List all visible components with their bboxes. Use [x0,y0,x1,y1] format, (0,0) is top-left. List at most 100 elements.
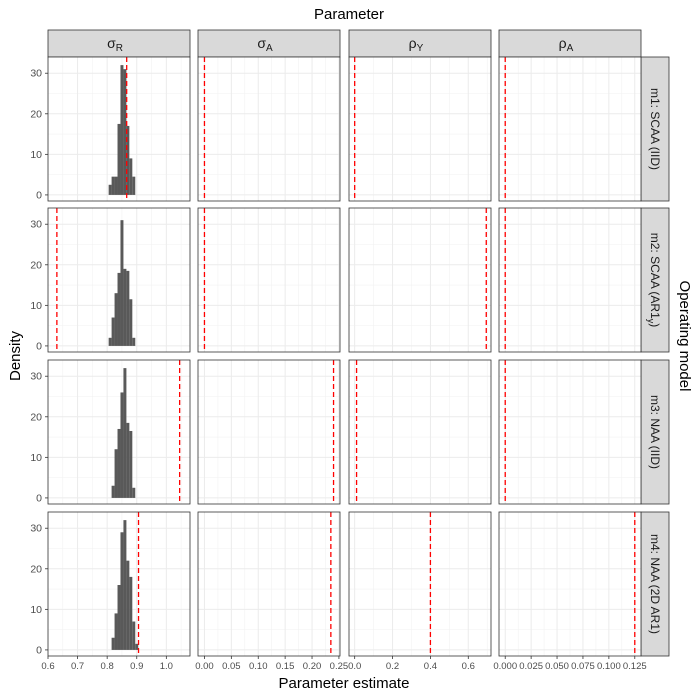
x-tick-label: 0.000 [493,661,517,672]
histogram [111,520,139,650]
x-axis-title: Parameter estimate [279,675,410,692]
histogram-bar [117,585,121,650]
x-tick-label: 0.6 [41,661,54,672]
y-tick-label: 0 [36,189,42,201]
histogram-bar [126,560,130,650]
column-strip-bg [197,29,341,58]
panel-grid-lines [48,57,190,201]
histogram-bar [120,65,124,195]
x-tick-label: 0.075 [571,661,595,672]
y-tick-label: 0 [36,644,42,656]
histogram-bar [111,317,115,346]
row-strip-bg [640,207,670,353]
row-label-end: ) [648,323,662,327]
panel-r3-c4 [498,359,642,505]
panel-border [498,359,642,505]
panel-grid-lines [349,512,491,656]
histogram-bar [129,158,133,195]
panel-border [47,511,191,657]
column-strip-rhoY: ρY [348,29,492,58]
panel-background [349,360,491,504]
column-symbol: ρ [409,35,417,51]
row-label-text: m4: NAA (2D AR1) [648,534,662,634]
x-tick-label: 0.0 [348,661,361,672]
histogram [108,220,136,346]
histogram-bar [132,337,136,346]
x-tick-label: 0.00 [195,661,214,672]
panel-border [498,207,642,353]
x-tick-label: 0.100 [597,661,621,672]
panel-r2-c3 [348,207,492,353]
y-axis-title: Density [7,330,24,381]
histogram-bar [111,176,115,195]
x-tick-label: 0.9 [130,661,143,672]
column-strip-bg [348,29,492,58]
panel-border [348,56,492,202]
row-label-text: m2: SCAA (AR1 [648,233,662,319]
histogram-bar [132,487,136,498]
row-strip-2: m2: SCAA (AR1y) [640,207,670,353]
x-tick-label: 0.2 [386,661,399,672]
histogram-bar [132,621,136,650]
x-tick-label: 0.8 [101,661,114,672]
x-tick-label: 0.05 [222,661,241,672]
x-tick-label: 0.4 [424,661,437,672]
panel-border [348,207,492,353]
panel-r1-c2 [197,56,341,202]
panel-background [198,360,340,504]
histogram-bar [126,125,130,195]
histogram-bar [129,299,133,346]
row-strip-3: m3: NAA (IID) [640,359,670,505]
y-tick-label: 10 [30,604,42,616]
panel-border [197,56,341,202]
histogram-bar [114,613,118,650]
histogram-bar [120,220,124,346]
column-strip-label: ρA [559,35,574,54]
panel-border [348,511,492,657]
panel-r4-c1: 0 10 20 30 0.6 0.7 0.8 0.9 1.0 [30,511,191,672]
panel-r3-c3 [348,359,492,505]
panel-background [198,512,340,656]
y-tick-label: 10 [30,149,42,161]
y-tick-label: 20 [30,108,42,120]
row-strip-label: m3: NAA (IID) [648,395,662,469]
chart-title: Parameter [314,6,384,23]
panel-grid: σR σA ρY ρA m1: SCAA (IID) m2: SCAA (AR1y) m3:… [30,29,670,672]
column-strip-bg [498,29,642,58]
row-strip-label: m1: SCAA (IID) [648,88,662,170]
y-tick-label: 30 [30,523,42,535]
panel-background [198,57,340,201]
panel-background [349,512,491,656]
histogram [108,65,136,195]
x-tick-label: 0.125 [623,661,647,672]
panel-r2-c2 [197,207,341,353]
column-strip-label: ρY [409,35,424,54]
panel-background [349,57,491,201]
histogram-bar [114,293,118,346]
panel-border [348,359,492,505]
histogram-bar [135,643,139,650]
histogram-bar [114,449,118,498]
y-tick-label: 20 [30,259,42,271]
row-strip-bg [640,359,670,505]
panel-border [197,511,341,657]
y-tick-label: 20 [30,411,42,423]
panel-border [197,207,341,353]
panel-border [498,56,642,202]
histogram-bar [123,368,127,498]
row-strip-4: m4: NAA (2D AR1) [640,511,670,657]
panel-grid-lines [198,360,340,504]
histogram-bar [111,637,115,650]
panel-background [349,208,491,352]
row-label-text: m3: NAA (IID) [648,395,662,469]
row-strip-label: m2: SCAA (AR1y) [646,233,662,328]
column-strip-sigmaR: σR [47,29,191,58]
column-symbol: σ [107,35,116,51]
column-strip-label: σA [257,35,273,54]
y-tick-label: 0 [36,492,42,504]
histogram-bar [126,270,130,346]
histogram-bar [117,123,121,195]
x-tick-label: 0.25 [330,661,349,672]
panel-border [47,359,191,505]
